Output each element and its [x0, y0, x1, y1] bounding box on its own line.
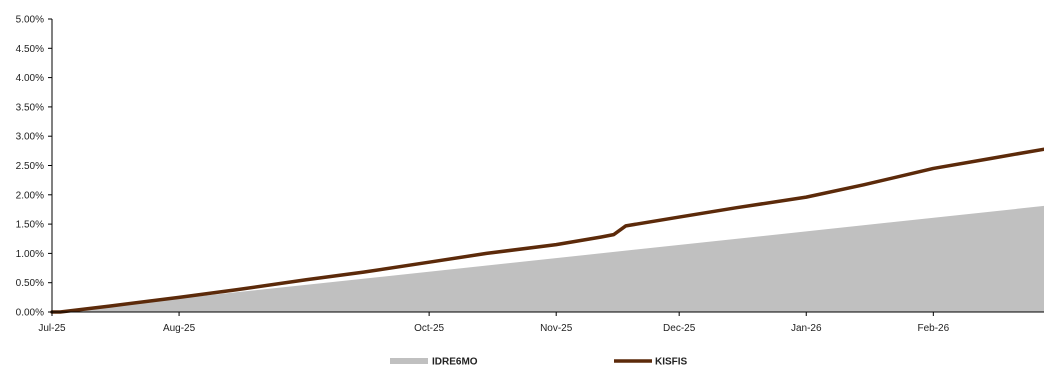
y-tick-label: 4.00%: [16, 73, 44, 84]
legend-swatch-idre6mo: [390, 358, 428, 364]
y-tick-label: 0.00%: [16, 308, 44, 319]
legend: IDRE6MO KISFIS: [390, 357, 688, 368]
x-tick-label: Jan-26: [791, 323, 822, 334]
x-tick-label: Jul-25: [38, 323, 66, 334]
y-tick-label: 2.00%: [16, 190, 44, 201]
axes: 0.00% 0.50% 1.00% 1.50% 2.00% 2.50% 3.00% 3.50%…: [16, 15, 1044, 334]
x-tick-label: Aug-25: [163, 323, 196, 334]
x-tick-label: Nov-25: [540, 323, 573, 334]
y-tick-label: 2.50%: [16, 161, 44, 172]
y-tick-label: 1.50%: [16, 220, 44, 231]
y-tick-label: 3.00%: [16, 132, 44, 143]
y-tick-label: 3.50%: [16, 102, 44, 113]
legend-label-idre6mo: IDRE6MO: [432, 357, 478, 368]
y-tick-label: 1.00%: [16, 249, 44, 260]
x-tick-label: Oct-25: [414, 323, 444, 334]
y-tick-label: 5.00%: [16, 15, 44, 26]
x-tick-label: Dec-25: [663, 323, 696, 334]
x-tick-label: Feb-26: [917, 323, 949, 334]
y-tick-label: 4.50%: [16, 44, 44, 55]
legend-label-kisfis: KISFIS: [655, 357, 688, 368]
plot-area: [50, 147, 1044, 314]
series-area-idre6mo: [52, 205, 1044, 312]
y-tick-label: 0.50%: [16, 278, 44, 289]
series-line-kisfis: [50, 147, 1044, 314]
